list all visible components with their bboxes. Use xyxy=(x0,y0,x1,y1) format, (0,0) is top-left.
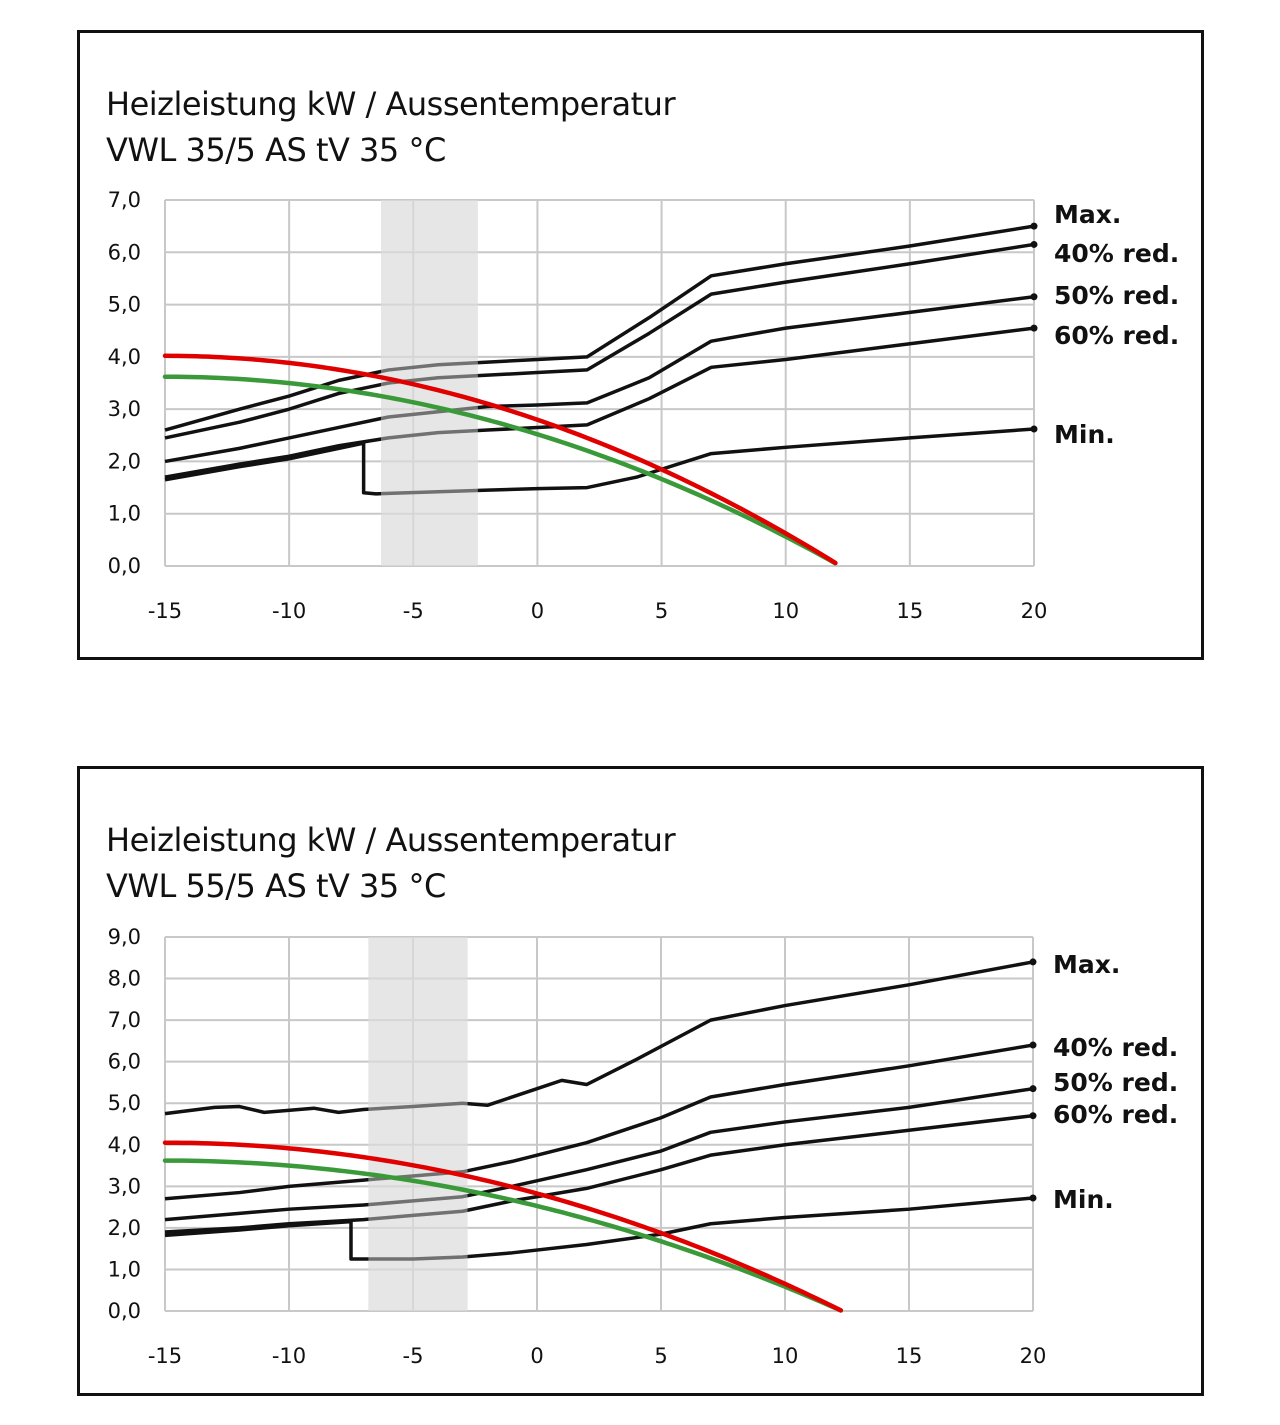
y-tick-label: 4,0 xyxy=(108,345,141,369)
y-tick-label: 1,0 xyxy=(108,1257,141,1281)
series-end-point xyxy=(1029,1194,1037,1202)
series-label: Max. xyxy=(1054,200,1121,229)
chart-subtitle: VWL 55/5 AS tV 35 °C xyxy=(106,867,446,905)
x-tick-label: 15 xyxy=(896,599,923,623)
y-tick-label: 0,0 xyxy=(108,1299,141,1323)
x-tick-label: 0 xyxy=(531,599,544,623)
shaded-band-overlay xyxy=(368,937,468,1311)
x-tick-label: 0 xyxy=(530,1344,543,1368)
x-tick-label: 15 xyxy=(896,1344,923,1368)
x-tick-label: 5 xyxy=(654,1344,667,1368)
series-line-min- xyxy=(164,427,1035,496)
y-tick-label: 5,0 xyxy=(108,1091,141,1115)
series-line-max- xyxy=(164,224,1035,432)
chart-subtitle: VWL 35/5 AS tV 35 °C xyxy=(106,131,446,169)
series-end-point xyxy=(1030,240,1038,248)
y-tick-label: 3,0 xyxy=(108,1174,141,1198)
shaded-band-overlay xyxy=(381,200,478,566)
y-tick-label: 6,0 xyxy=(108,240,141,264)
chart-title: Heizleistung kW / Aussentemperatur xyxy=(106,821,676,859)
series-end-point xyxy=(1029,1112,1037,1120)
x-tick-label: 20 xyxy=(1021,599,1048,623)
x-tick-label: -5 xyxy=(403,1344,424,1368)
series-line-40-red- xyxy=(164,242,1035,440)
series-line-50-red- xyxy=(164,294,1035,464)
series-end-point xyxy=(1029,958,1037,966)
y-tick-label: 5,0 xyxy=(108,293,141,317)
series-line-60-red- xyxy=(164,1113,1034,1234)
green-demand-curve xyxy=(162,374,838,566)
series-label: 40% red. xyxy=(1053,1033,1178,1062)
y-tick-label: 0,0 xyxy=(108,554,141,578)
x-tick-label: -5 xyxy=(403,599,424,623)
x-tick-label: 10 xyxy=(772,599,799,623)
y-tick-label: 8,0 xyxy=(108,967,141,991)
y-tick-label: 2,0 xyxy=(108,1216,141,1240)
y-tick-label: 6,0 xyxy=(108,1050,141,1074)
shaded-band xyxy=(368,937,468,1311)
chart-title-block: Heizleistung kW / Aussentemperatur VWL 5… xyxy=(106,817,676,909)
series-end-point xyxy=(1030,425,1038,433)
y-tick-label: 4,0 xyxy=(108,1133,141,1157)
y-tick-label: 9,0 xyxy=(108,925,141,949)
x-tick-label: 20 xyxy=(1020,1344,1047,1368)
y-tick-label: 2,0 xyxy=(108,449,141,473)
series-end-point xyxy=(1030,293,1038,301)
chart-title: Heizleistung kW / Aussentemperatur xyxy=(106,85,676,123)
series-end-point xyxy=(1030,222,1038,230)
series-label: Min. xyxy=(1053,1185,1114,1214)
series-label: 50% red. xyxy=(1054,281,1179,310)
chart-plot-vwl55: 0,0 1,0 2,0 3,0 4,0 5,0 6,0 7,0 8,0 9,0 -15 -10 -5 0 5… xyxy=(108,925,1179,1368)
red-demand-curve xyxy=(162,353,838,566)
series-end-point xyxy=(1029,1041,1037,1049)
series-label: Max. xyxy=(1053,950,1120,979)
x-tick-label: -15 xyxy=(148,1344,182,1368)
x-tick-label: 10 xyxy=(772,1344,799,1368)
series-end-point xyxy=(1030,324,1038,332)
x-tick-label: -15 xyxy=(148,599,182,623)
red-demand-curve xyxy=(162,1140,844,1313)
green-demand-curve xyxy=(162,1158,844,1313)
x-tick-label: 5 xyxy=(655,599,668,623)
series-label: 60% red. xyxy=(1054,321,1179,350)
x-tick-label: -10 xyxy=(272,1344,306,1368)
series-label: Min. xyxy=(1054,420,1115,449)
chart-title-block: Heizleistung kW / Aussentemperatur VWL 3… xyxy=(106,81,676,173)
y-tick-label: 1,0 xyxy=(108,502,141,526)
chart-plot-vwl35: 0,0 1,0 2,0 3,0 4,0 5,0 6,0 7,0 -15 -10 -5 0 5 10 15 20… xyxy=(108,188,1180,623)
series-label: 60% red. xyxy=(1053,1100,1178,1129)
series-line-40-red- xyxy=(164,1043,1034,1201)
y-tick-label: 7,0 xyxy=(108,1008,141,1032)
series-label: 40% red. xyxy=(1054,239,1179,268)
chart-panel-vwl55: Heizleistung kW / Aussentemperatur VWL 5… xyxy=(77,766,1204,1396)
series-end-point xyxy=(1029,1085,1037,1093)
series-line-max- xyxy=(164,960,1034,1116)
series-label: 50% red. xyxy=(1053,1068,1178,1097)
series-line-min- xyxy=(164,1196,1034,1261)
y-tick-label: 3,0 xyxy=(108,397,141,421)
y-tick-label: 7,0 xyxy=(108,188,141,212)
chart-panel-vwl35: Heizleistung kW / Aussentemperatur VWL 3… xyxy=(77,30,1204,660)
x-tick-label: -10 xyxy=(272,599,306,623)
